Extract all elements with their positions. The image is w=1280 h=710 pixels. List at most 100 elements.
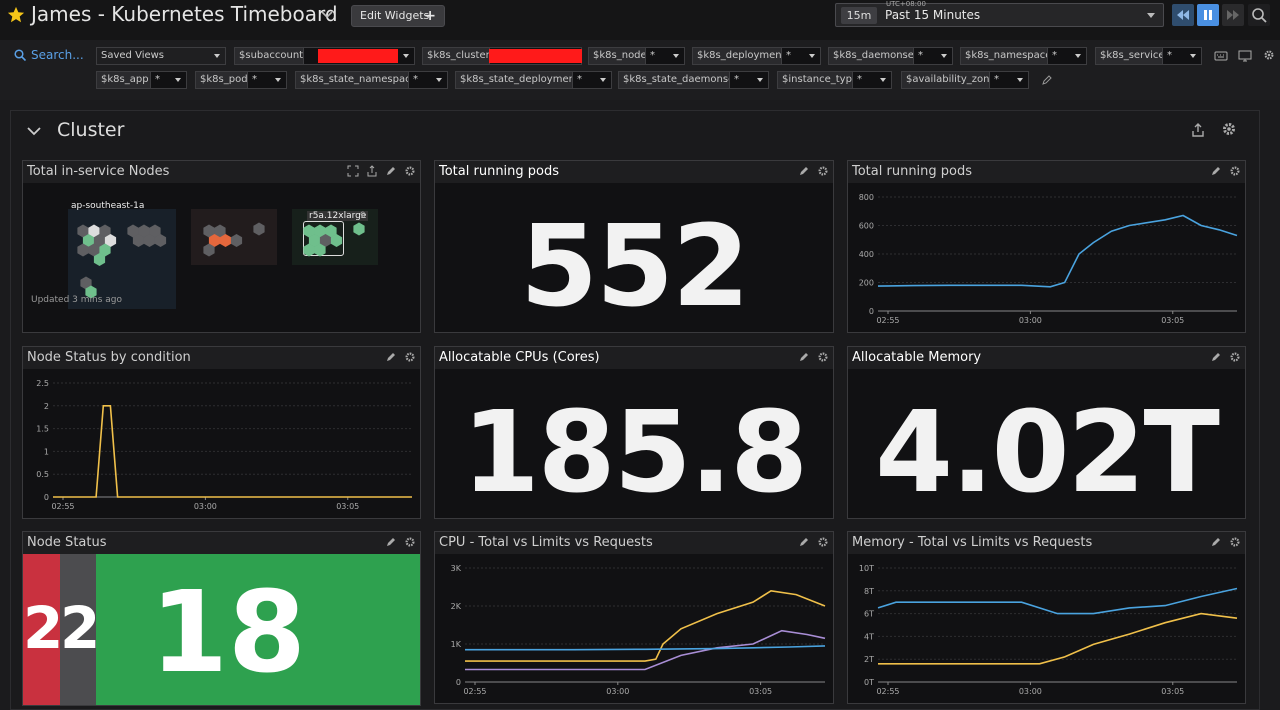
host-hex[interactable]: [314, 243, 326, 257]
hostmap[interactable]: [23, 161, 422, 334]
host-hex[interactable]: [80, 276, 92, 290]
running-pods-chart[interactable]: 0 200 400 600 800 02:55 03:00 03:05: [848, 183, 1245, 333]
var-namespace-select[interactable]: *: [1047, 47, 1087, 65]
host-hex[interactable]: [253, 222, 265, 236]
gear-icon[interactable]: [1229, 165, 1241, 177]
gear-icon[interactable]: [404, 351, 416, 363]
host-hex[interactable]: [203, 243, 215, 257]
host-hex[interactable]: [99, 224, 111, 238]
zoom-button[interactable]: [1248, 4, 1270, 26]
host-hex[interactable]: [314, 224, 326, 238]
host-hex[interactable]: [303, 224, 315, 238]
var-state-namespace-select[interactable]: *: [408, 71, 448, 89]
host-hex[interactable]: [219, 234, 232, 247]
gear-icon[interactable]: [404, 165, 416, 177]
host-hex[interactable]: [127, 224, 139, 238]
edit-widgets-button[interactable]: Edit Widgets +: [351, 5, 445, 27]
pencil-icon[interactable]: [798, 536, 810, 548]
rewind-button[interactable]: [1172, 4, 1194, 26]
pencil-icon[interactable]: [1040, 74, 1054, 86]
gear-icon[interactable]: [817, 536, 829, 548]
series-line[interactable]: [53, 404, 412, 498]
pencil-icon[interactable]: [1210, 165, 1222, 177]
host-hex[interactable]: [104, 234, 117, 247]
search-button[interactable]: Search...: [14, 48, 84, 62]
cpu-chart[interactable]: 0 1K 2K 3K 02:55 03:00 03:05: [435, 554, 833, 704]
node-status-condition-chart[interactable]: 0 0.5 1 1.5 2 2.5 02:55 03:00 03:05: [23, 369, 420, 519]
series-line[interactable]: [465, 589, 826, 662]
var-app-select[interactable]: *: [150, 71, 187, 89]
pencil-icon[interactable]: [1210, 536, 1222, 548]
pause-button[interactable]: [1197, 4, 1219, 26]
host-hex[interactable]: [203, 224, 215, 238]
status-ready[interactable]: 18: [96, 554, 420, 705]
host-hex[interactable]: [149, 224, 161, 238]
host-hex[interactable]: [230, 234, 243, 247]
pencil-icon[interactable]: [385, 351, 397, 363]
var-pod-select[interactable]: *: [247, 71, 287, 89]
var-state-daemonset-select[interactable]: *: [729, 71, 769, 89]
share-icon[interactable]: [366, 165, 378, 177]
host-hex[interactable]: [85, 285, 97, 299]
gear-icon[interactable]: [404, 536, 416, 548]
host-hex[interactable]: [353, 222, 365, 236]
pencil-icon[interactable]: [798, 165, 810, 177]
var-pod-value: *: [252, 74, 257, 85]
status-not-ready[interactable]: 2: [23, 554, 63, 705]
expand-icon[interactable]: [347, 165, 359, 177]
star-icon[interactable]: [7, 6, 25, 24]
gear-icon[interactable]: [1262, 49, 1276, 61]
host-hex[interactable]: [77, 243, 89, 257]
host-hex[interactable]: [325, 224, 337, 238]
host-hex[interactable]: [208, 234, 221, 247]
memory-chart[interactable]: 0T 2T 4T 6T 8T 10T 02:55 03:00 03:05: [848, 554, 1245, 704]
hex-highlight[interactable]: [303, 221, 344, 256]
chevron-down-icon[interactable]: [320, 8, 334, 22]
var-deployment-select[interactable]: *: [781, 47, 821, 65]
host-hex[interactable]: [88, 224, 100, 238]
host-hex[interactable]: [214, 224, 226, 238]
gear-icon[interactable]: [1229, 536, 1241, 548]
fast-forward-button[interactable]: [1222, 4, 1244, 26]
host-hex[interactable]: [88, 243, 100, 257]
host-hex[interactable]: [77, 224, 89, 238]
host-hex[interactable]: [143, 234, 156, 247]
var-node-select[interactable]: *: [645, 47, 685, 65]
var-subaccount-label: $subaccount: [234, 47, 304, 65]
pencil-icon[interactable]: [798, 351, 810, 363]
series-line[interactable]: [877, 587, 1238, 615]
var-daemonset-select[interactable]: *: [913, 47, 953, 65]
gear-icon[interactable]: [1221, 121, 1237, 137]
host-hex[interactable]: [138, 224, 150, 238]
var-instance-type-select[interactable]: *: [852, 71, 892, 89]
host-hex[interactable]: [82, 234, 95, 247]
host-hex[interactable]: [308, 234, 321, 247]
var-service-select[interactable]: *: [1162, 47, 1202, 65]
host-hex[interactable]: [132, 234, 145, 247]
host-hex[interactable]: [99, 243, 111, 257]
series-line[interactable]: [465, 645, 826, 651]
var-state-deployment-select[interactable]: *: [572, 71, 612, 89]
host-hex[interactable]: [93, 234, 106, 247]
series-line[interactable]: [877, 214, 1238, 288]
series-line[interactable]: [878, 612, 1238, 665]
status-unknown[interactable]: 2: [60, 554, 100, 705]
chevron-down-icon[interactable]: [26, 124, 42, 138]
pencil-icon[interactable]: [385, 536, 397, 548]
pencil-icon[interactable]: [1210, 351, 1222, 363]
time-range-selector[interactable]: 15m UTC+08:00 Past 15 Minutes: [835, 0, 1164, 27]
host-hex[interactable]: [154, 234, 167, 247]
share-icon[interactable]: [1190, 122, 1206, 138]
host-hex[interactable]: [330, 234, 343, 247]
pencil-icon[interactable]: [385, 165, 397, 177]
var-availability-zone-select[interactable]: *: [989, 71, 1029, 89]
host-hex[interactable]: [93, 253, 106, 266]
host-hex[interactable]: [319, 234, 332, 247]
saved-views-select[interactable]: Saved Views: [96, 47, 226, 65]
monitor-icon[interactable]: [1238, 50, 1252, 62]
gear-icon[interactable]: [1229, 351, 1241, 363]
keyboard-icon[interactable]: [1214, 50, 1228, 62]
host-hex[interactable]: [303, 243, 315, 257]
gear-icon[interactable]: [817, 351, 829, 363]
gear-icon[interactable]: [817, 165, 829, 177]
